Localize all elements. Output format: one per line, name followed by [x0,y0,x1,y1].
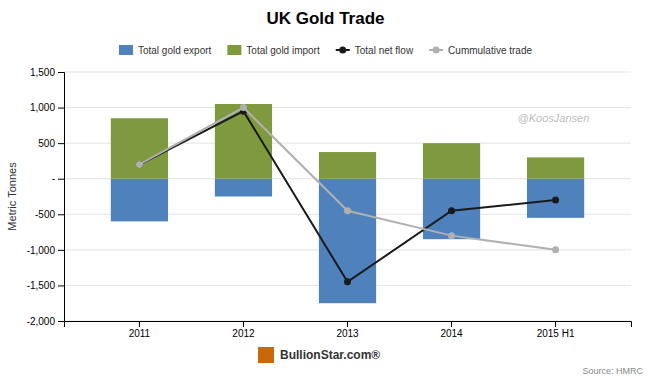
chart: UK Gold Trade-2,000-1,500-1,000-500-5001… [0,0,651,379]
legend-swatch [227,45,241,55]
y-axis-title: Metric Tonnes [6,162,18,231]
grid-line [64,72,631,73]
x-tick-label: 2015 H1 [537,328,575,339]
grid-line [64,107,631,108]
y-tick: 1,500 [30,67,64,78]
x-tick-label: 2012 [232,328,255,339]
legend-item: Cummulative trade [429,45,532,56]
y-tick-label: -2,000 [27,316,56,327]
y-tick-mark [58,250,64,251]
y-tick-mark [58,108,64,109]
y-tick-label: -1,500 [27,280,56,291]
point [240,104,247,111]
point [344,278,351,285]
x-tick-label: 2011 [129,328,151,339]
logo [258,347,274,363]
x-tick: 2014 [440,321,463,339]
y-tick-label: - [52,173,55,184]
line [139,108,555,250]
y-tick: -2,000 [27,316,64,327]
line [139,111,555,282]
legend-label: Cummulative trade [448,45,532,56]
bar [319,179,376,304]
bar [215,104,272,179]
y-tick-mark [58,179,64,180]
legend-item: Total net flow [336,45,414,56]
y-axis: -2,000-1,500-1,000-500-5001,0001,500 [27,67,65,327]
y-tick-label: 1,000 [30,102,55,113]
legend-swatch [119,45,133,55]
point [552,197,559,204]
brand-text: BullionStar.com® [280,348,380,362]
y-tick: 500 [38,138,64,149]
source-note: Source: HMRC [582,366,643,376]
bar [423,143,480,179]
x-axis: 2011 2012 2013 2014 2015 H1 [65,321,632,339]
legend-marker [339,47,346,54]
legend: Total gold export Total gold import Total … [119,45,533,56]
x-tick: 2011 [129,321,151,339]
x-tick: 2013 [336,321,359,339]
bar [319,152,376,179]
legend-marker [433,47,440,54]
line-series [136,104,559,253]
y-tick-label: -500 [35,209,55,220]
x-tick-mark [347,321,348,327]
x-tick: 2012 [232,321,255,339]
bar [215,179,272,197]
y-tick-mark [58,143,64,144]
point [448,232,455,239]
y-tick-label: 500 [38,138,55,149]
bar-series [111,179,584,304]
x-tick-mark [139,321,140,327]
point [344,207,351,214]
grid [64,72,631,321]
y-tick: 1,000 [30,102,64,113]
legend-label: Total gold import [246,45,320,56]
point [552,246,559,253]
bar [111,118,168,178]
y-tick-mark [58,285,64,286]
y-tick: -1,500 [27,280,64,291]
y-axis-line [58,73,65,322]
y-tick-label: -1,000 [27,245,56,256]
point [136,161,143,168]
legend-item: Total gold export [119,45,212,56]
x-tick: 2015 H1 [537,321,575,339]
point [136,161,143,168]
point [448,207,455,214]
x-tick-mark [555,321,556,327]
x-tick-label: 2013 [336,328,359,339]
x-tick-mark [451,321,452,327]
y-tick-mark [58,214,64,215]
y-tick: -500 [35,209,64,220]
x-tick-label: 2014 [440,328,463,339]
marks [111,104,584,303]
plot: -2,000-1,500-1,000-500-5001,0001,5002011… [27,67,632,339]
watermark: @KoosJansen [518,112,590,124]
y-tick: - [52,173,64,184]
legend-label: Total gold export [138,45,212,56]
title: UK Gold Trade [266,9,384,28]
bar [527,179,584,218]
y-tick-mark [58,321,64,322]
line-series [136,108,559,286]
y-tick-mark [58,72,64,73]
bar [527,157,584,178]
legend-label: Total net flow [355,45,414,56]
y-tick-label: 1,500 [30,67,55,78]
x-axis-line [65,322,632,328]
x-tick-mark [243,321,244,327]
bar [111,179,168,222]
legend-item: Total gold import [227,45,320,56]
y-tick: -1,000 [27,245,64,256]
